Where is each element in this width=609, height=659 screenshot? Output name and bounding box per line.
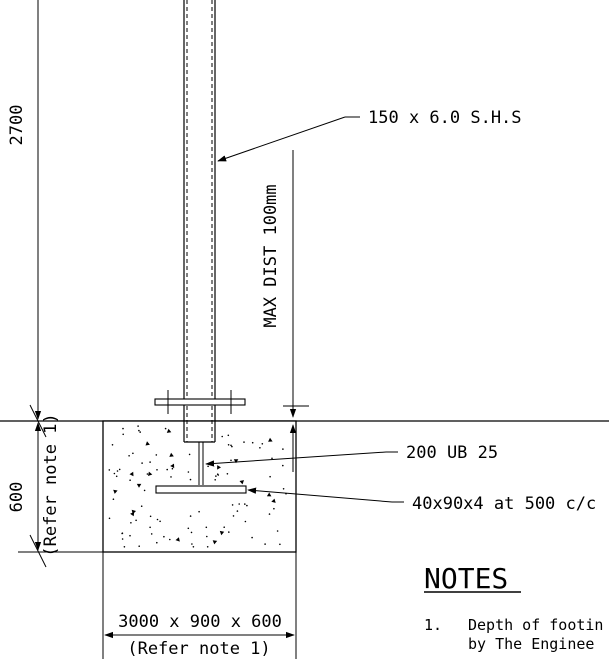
max-dist-label: MAX DIST 100mm [261, 184, 281, 327]
callout-shs: 150 x 6.0 S.H.S [217, 108, 522, 162]
shs-post [183, 0, 216, 443]
note-1-line2: by The Enginee [468, 635, 594, 653]
ub-section [155, 442, 247, 494]
notes-block: NOTES 1. Depth of footin by The Enginee [424, 562, 603, 653]
dimension-footing-size: 3000 x 900 x 600 (Refer note 1) [102, 552, 297, 659]
dimension-2700: 2700 [7, 0, 47, 438]
callout-plate: 40x90x4 at 500 c/c [247, 487, 596, 514]
dimension-2700-label: 2700 [7, 105, 27, 146]
callout-plate-label: 40x90x4 at 500 c/c [412, 494, 596, 514]
dimension-600: 600 (Refer note 1) [7, 413, 103, 568]
dimension-600-ref: (Refer note 1) [41, 413, 61, 556]
callout-ub-label: 200 UB 25 [406, 443, 498, 463]
dimension-max-dist: MAX DIST 100mm [261, 150, 309, 472]
footing-size-ref: (Refer note 1) [127, 639, 270, 659]
note-1-line1: Depth of footin [468, 616, 603, 634]
notes-heading: NOTES [424, 562, 508, 595]
base-plate [154, 390, 246, 414]
callout-ub: 200 UB 25 [205, 443, 498, 467]
concrete-hatching [108, 425, 287, 548]
dimension-600-label: 600 [7, 482, 27, 513]
footing-size-label: 3000 x 900 x 600 [118, 612, 282, 632]
callout-shs-label: 150 x 6.0 S.H.S [368, 108, 522, 128]
note-1-number: 1. [424, 616, 442, 634]
